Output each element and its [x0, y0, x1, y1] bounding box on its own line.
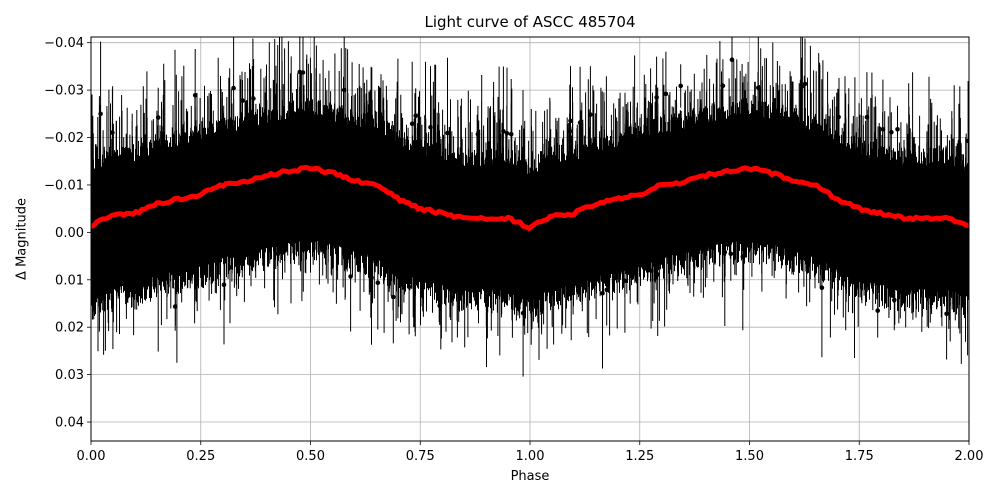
y-tick-label: 0.00 [55, 226, 84, 241]
y-tick-label: 0.04 [55, 416, 84, 431]
y-tick-label: 0.01 [55, 273, 84, 288]
x-tick-label: 1.50 [735, 449, 764, 464]
x-tick-label: 0.25 [186, 449, 215, 464]
x-axis-label: Phase [510, 469, 550, 484]
x-tick-label: 0.00 [77, 449, 106, 464]
x-axis-ticks: 0.00 0.25 0.50 0.75 1.00 1.25 1.50 1.75 2.00 [77, 441, 984, 464]
chart-title: Light curve of ASCC 485704 [424, 13, 636, 31]
y-tick-label: −0.04 [44, 36, 84, 51]
x-tick-label: 2.00 [955, 449, 984, 464]
x-tick-label: 0.50 [296, 449, 325, 464]
y-tick-label: 0.03 [55, 368, 84, 383]
y-tick-label: −0.03 [44, 84, 84, 99]
binned-curve-line [91, 165, 969, 232]
observations-scatter [91, 37, 969, 377]
x-tick-label: 1.25 [625, 449, 654, 464]
x-tick-label: 1.75 [845, 449, 874, 464]
y-tick-label: −0.01 [44, 178, 84, 193]
y-axis-ticks: −0.04 −0.03 −0.02 −0.01 0.00 0.01 0.02 0.03 0.04 [44, 36, 91, 431]
binned-curve [91, 165, 969, 232]
y-tick-label: 0.02 [55, 321, 84, 336]
x-tick-label: 0.75 [406, 449, 435, 464]
x-tick-label: 1.00 [516, 449, 545, 464]
y-tick-label: −0.02 [44, 131, 84, 146]
